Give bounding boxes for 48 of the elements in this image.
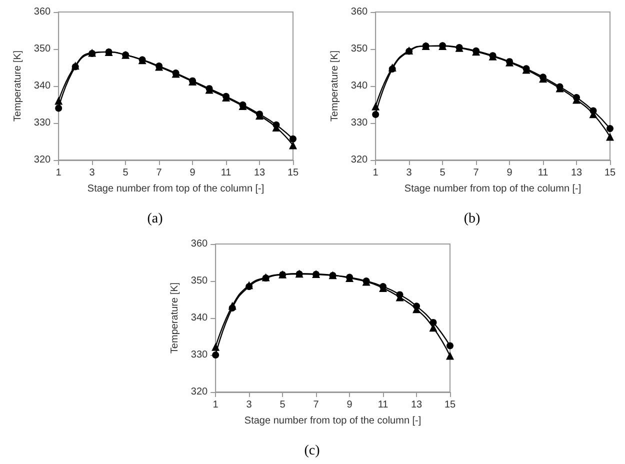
- x-tick-label: 1: [56, 168, 62, 178]
- x-tick-label: 5: [280, 400, 286, 410]
- x-tick-label: 1: [372, 168, 379, 178]
- text: (c): [304, 444, 320, 458]
- x-tick-label: 15: [444, 400, 456, 410]
- x-tick-label: 5: [440, 168, 446, 178]
- y-tick-label: 330: [34, 118, 52, 128]
- y-axis-title: Temperature [K]: [330, 50, 340, 122]
- x-tick-label: 9: [346, 400, 353, 410]
- y-tick-label: 350: [34, 44, 52, 54]
- y-tick-label: 320: [350, 154, 368, 166]
- x-axis-title: Stage number from top of the column [-]: [87, 184, 264, 194]
- y-tick-label: 360: [350, 6, 368, 18]
- x-tick-label: 7: [156, 168, 162, 178]
- x-tick-label: 3: [246, 400, 252, 410]
- x-tick-label: 11: [220, 168, 232, 178]
- text: (a): [147, 212, 164, 226]
- y-tick-label: 320: [190, 386, 208, 398]
- x-tick-label: 15: [604, 168, 616, 178]
- x-tick-label: 3: [89, 168, 96, 178]
- y-axis-title: Temperature [K]: [12, 50, 24, 122]
- y-axis-title: Temperature [K]: [170, 282, 180, 354]
- y-tick-label: 350: [190, 276, 208, 286]
- y-tick-label: 330: [350, 118, 368, 128]
- x-tick-label: 13: [570, 168, 583, 178]
- y-tick-label: 360: [34, 6, 52, 18]
- x-axis-title: Stage number from top of the column [-]: [244, 416, 422, 426]
- x-tick-label: 7: [473, 168, 480, 178]
- x-tick-label: 13: [410, 400, 423, 410]
- y-tick-label: 330: [190, 350, 208, 360]
- x-tick-label: 3: [406, 168, 412, 178]
- x-tick-label: 9: [506, 168, 513, 178]
- x-tick-label: 7: [313, 400, 320, 410]
- x-axis-title: Stage number from top of the column [-]: [404, 184, 582, 194]
- y-tick-label: 360: [190, 238, 208, 250]
- x-tick-label: 11: [538, 168, 549, 178]
- y-tick-label: 340: [34, 80, 52, 92]
- x-tick-label: 5: [122, 168, 129, 178]
- y-tick-label: 350: [350, 44, 368, 54]
- x-tick-label: 13: [254, 168, 266, 178]
- y-tick-label: 340: [190, 312, 208, 324]
- x-tick-label: 1: [212, 400, 219, 410]
- y-tick-label: 320: [34, 154, 52, 166]
- y-tick-label: 340: [350, 80, 368, 92]
- text: (b): [464, 212, 480, 226]
- x-tick-label: 11: [378, 400, 389, 410]
- x-tick-label: 9: [190, 168, 196, 178]
- x-tick-label: 15: [287, 168, 299, 178]
